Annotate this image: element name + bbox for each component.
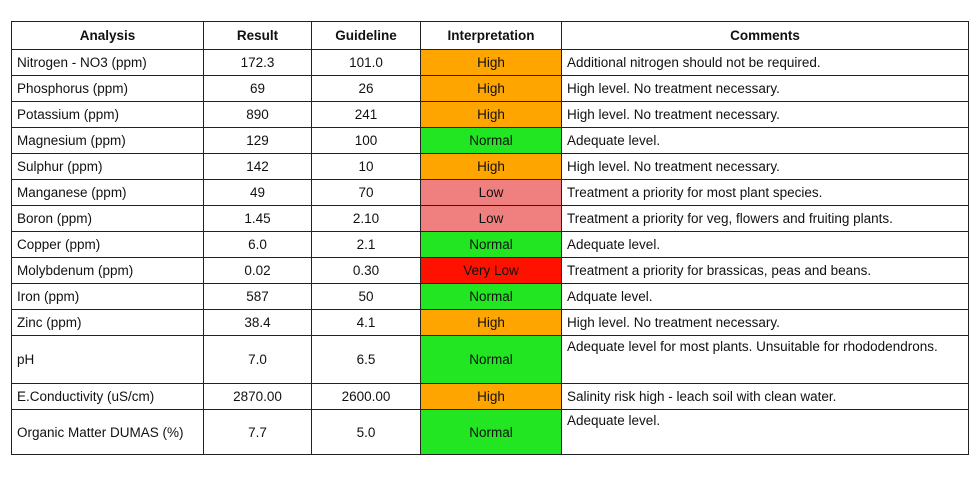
comment-cell: Additional nitrogen should not be requir… — [561, 49, 969, 76]
interpretation-cell: High — [420, 49, 562, 76]
analysis-cell: Phosphorus (ppm) — [11, 75, 204, 102]
guideline-cell: 10 — [311, 153, 421, 180]
table-row: Molybdenum (ppm) 0.02 0.30 Very Low Treatmen… — [11, 257, 969, 284]
guideline-cell: 2.1 — [311, 231, 421, 258]
header-row: Analysis Result Guideline Interpretation… — [11, 21, 969, 50]
analysis-cell: Sulphur (ppm) — [11, 153, 204, 180]
comment-cell: Treatment a priority for most plant spec… — [561, 179, 969, 206]
interpretation-cell: High — [420, 153, 562, 180]
interpretation-cell: Normal — [420, 409, 562, 455]
result-cell: 69 — [203, 75, 312, 102]
header-analysis: Analysis — [11, 21, 204, 50]
comment-cell: Treatment a priority for brassicas, peas… — [561, 257, 969, 284]
analysis-cell: Organic Matter DUMAS (%) — [11, 409, 204, 455]
result-cell: 142 — [203, 153, 312, 180]
analysis-cell: Nitrogen - NO3 (ppm) — [11, 49, 204, 76]
interpretation-cell: High — [420, 75, 562, 102]
interpretation-cell: Normal — [420, 283, 562, 310]
comment-cell: High level. No treatment necessary. — [561, 75, 969, 102]
interpretation-cell: High — [420, 101, 562, 128]
table-row: Iron (ppm) 587 50 Normal Adquate level. — [11, 283, 969, 310]
interpretation-cell: Very Low — [420, 257, 562, 284]
comment-cell: High level. No treatment necessary. — [561, 153, 969, 180]
result-cell: 129 — [203, 127, 312, 154]
interpretation-cell: High — [420, 383, 562, 410]
comment-cell: High level. No treatment necessary. — [561, 309, 969, 336]
header-result: Result — [203, 21, 312, 50]
table-row: Manganese (ppm) 49 70 Low Treatment a priori… — [11, 179, 969, 206]
analysis-cell: Boron (ppm) — [11, 205, 204, 232]
analysis-cell: Magnesium (ppm) — [11, 127, 204, 154]
guideline-cell: 101.0 — [311, 49, 421, 76]
result-cell: 587 — [203, 283, 312, 310]
table-row: Zinc (ppm) 38.4 4.1 High High level. No trea… — [11, 309, 969, 336]
guideline-cell: 50 — [311, 283, 421, 310]
result-cell: 38.4 — [203, 309, 312, 336]
table-row: Boron (ppm) 1.45 2.10 Low Treatment a priori… — [11, 205, 969, 232]
comment-cell: Adequate level. — [561, 231, 969, 258]
guideline-cell: 70 — [311, 179, 421, 206]
comment-cell: Salinity risk high - leach soil with cle… — [561, 383, 969, 410]
guideline-cell: 241 — [311, 101, 421, 128]
table-row: Organic Matter DUMAS (%) 7.7 5.0 Normal Adeq… — [11, 409, 969, 455]
analysis-cell: Zinc (ppm) — [11, 309, 204, 336]
analysis-cell: Copper (ppm) — [11, 231, 204, 258]
soil-analysis-table: Analysis Result Guideline Interpretation… — [11, 21, 969, 455]
analysis-cell: pH — [11, 335, 204, 384]
analysis-cell: Molybdenum (ppm) — [11, 257, 204, 284]
result-cell: 7.7 — [203, 409, 312, 455]
guideline-cell: 6.5 — [311, 335, 421, 384]
guideline-cell: 4.1 — [311, 309, 421, 336]
interpretation-cell: Low — [420, 205, 562, 232]
comment-cell: Adquate level. — [561, 283, 969, 310]
guideline-cell: 26 — [311, 75, 421, 102]
interpretation-cell: Normal — [420, 335, 562, 384]
comment-cell: High level. No treatment necessary. — [561, 101, 969, 128]
interpretation-cell: Normal — [420, 127, 562, 154]
table-row: Sulphur (ppm) 142 10 High High level. No tre… — [11, 153, 969, 180]
guideline-cell: 2600.00 — [311, 383, 421, 410]
result-cell: 1.45 — [203, 205, 312, 232]
result-cell: 890 — [203, 101, 312, 128]
table-row: E.Conductivity (uS/cm) 2870.00 2600.00 High… — [11, 383, 969, 410]
result-cell: 6.0 — [203, 231, 312, 258]
table-row: Nitrogen - NO3 (ppm) 172.3 101.0 High Additi… — [11, 49, 969, 76]
table-row: Magnesium (ppm) 129 100 Normal Adequate leve… — [11, 127, 969, 154]
interpretation-cell: Normal — [420, 231, 562, 258]
interpretation-cell: High — [420, 309, 562, 336]
header-interpretation: Interpretation — [420, 21, 562, 50]
header-comments: Comments — [561, 21, 969, 50]
header-guideline: Guideline — [311, 21, 421, 50]
analysis-cell: Iron (ppm) — [11, 283, 204, 310]
comment-cell: Adequate level for most plants. Unsuitab… — [561, 335, 969, 384]
result-cell: 49 — [203, 179, 312, 206]
guideline-cell: 2.10 — [311, 205, 421, 232]
comment-cell: Adequate level. — [561, 409, 969, 455]
table-row: pH 7.0 6.5 Normal Adequate level for most pl… — [11, 335, 969, 384]
guideline-cell: 100 — [311, 127, 421, 154]
analysis-cell: Manganese (ppm) — [11, 179, 204, 206]
guideline-cell: 0.30 — [311, 257, 421, 284]
result-cell: 2870.00 — [203, 383, 312, 410]
result-cell: 172.3 — [203, 49, 312, 76]
analysis-cell: E.Conductivity (uS/cm) — [11, 383, 204, 410]
table-row: Potassium (ppm) 890 241 High High level. No … — [11, 101, 969, 128]
guideline-cell: 5.0 — [311, 409, 421, 455]
table-row: Copper (ppm) 6.0 2.1 Normal Adequate level. — [11, 231, 969, 258]
result-cell: 7.0 — [203, 335, 312, 384]
table-row: Phosphorus (ppm) 69 26 High High level. No t… — [11, 75, 969, 102]
interpretation-cell: Low — [420, 179, 562, 206]
comment-cell: Adequate level. — [561, 127, 969, 154]
comment-cell: Treatment a priority for veg, flowers an… — [561, 205, 969, 232]
analysis-cell: Potassium (ppm) — [11, 101, 204, 128]
result-cell: 0.02 — [203, 257, 312, 284]
